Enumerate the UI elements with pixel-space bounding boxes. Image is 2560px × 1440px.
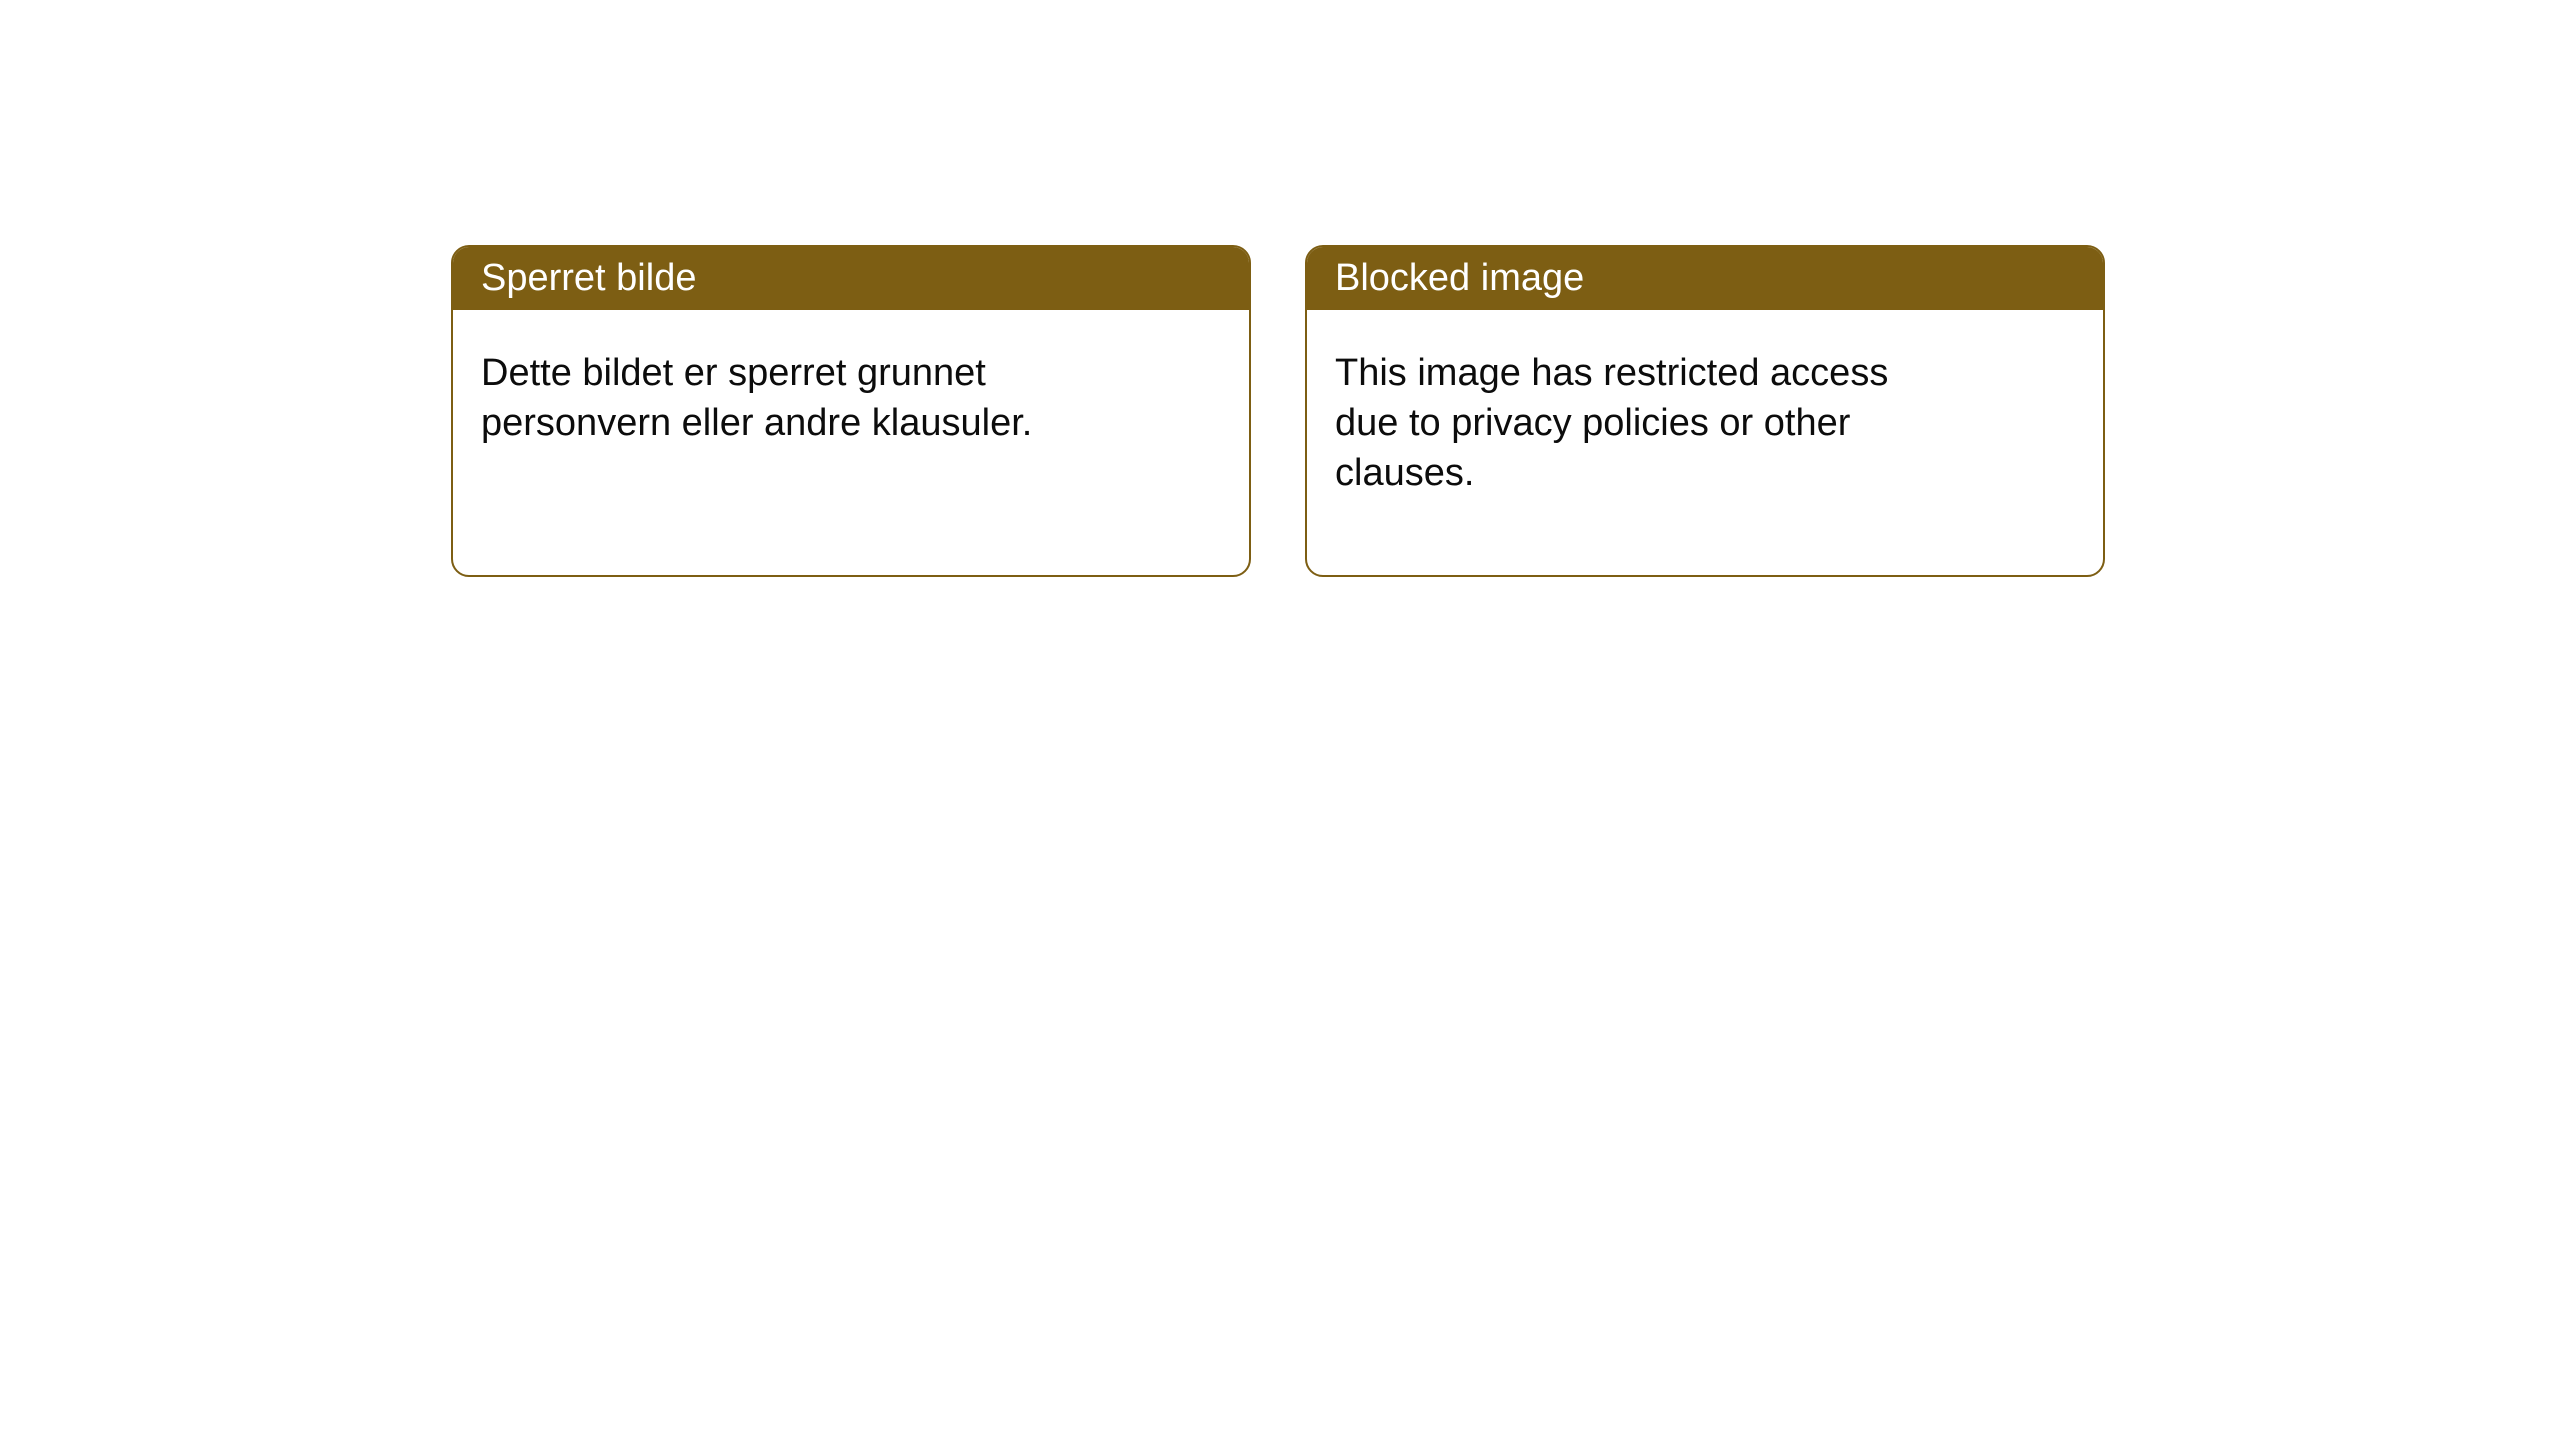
notice-card-english: Blocked image This image has restricted … xyxy=(1305,245,2105,577)
notice-card-norwegian: Sperret bilde Dette bildet er sperret gr… xyxy=(451,245,1251,577)
notice-container: Sperret bilde Dette bildet er sperret gr… xyxy=(0,0,2560,577)
notice-card-body-english: This image has restricted access due to … xyxy=(1307,310,1987,536)
notice-card-title-english: Blocked image xyxy=(1307,247,2103,310)
notice-card-title-norwegian: Sperret bilde xyxy=(453,247,1249,310)
notice-card-body-norwegian: Dette bildet er sperret grunnet personve… xyxy=(453,310,1133,486)
